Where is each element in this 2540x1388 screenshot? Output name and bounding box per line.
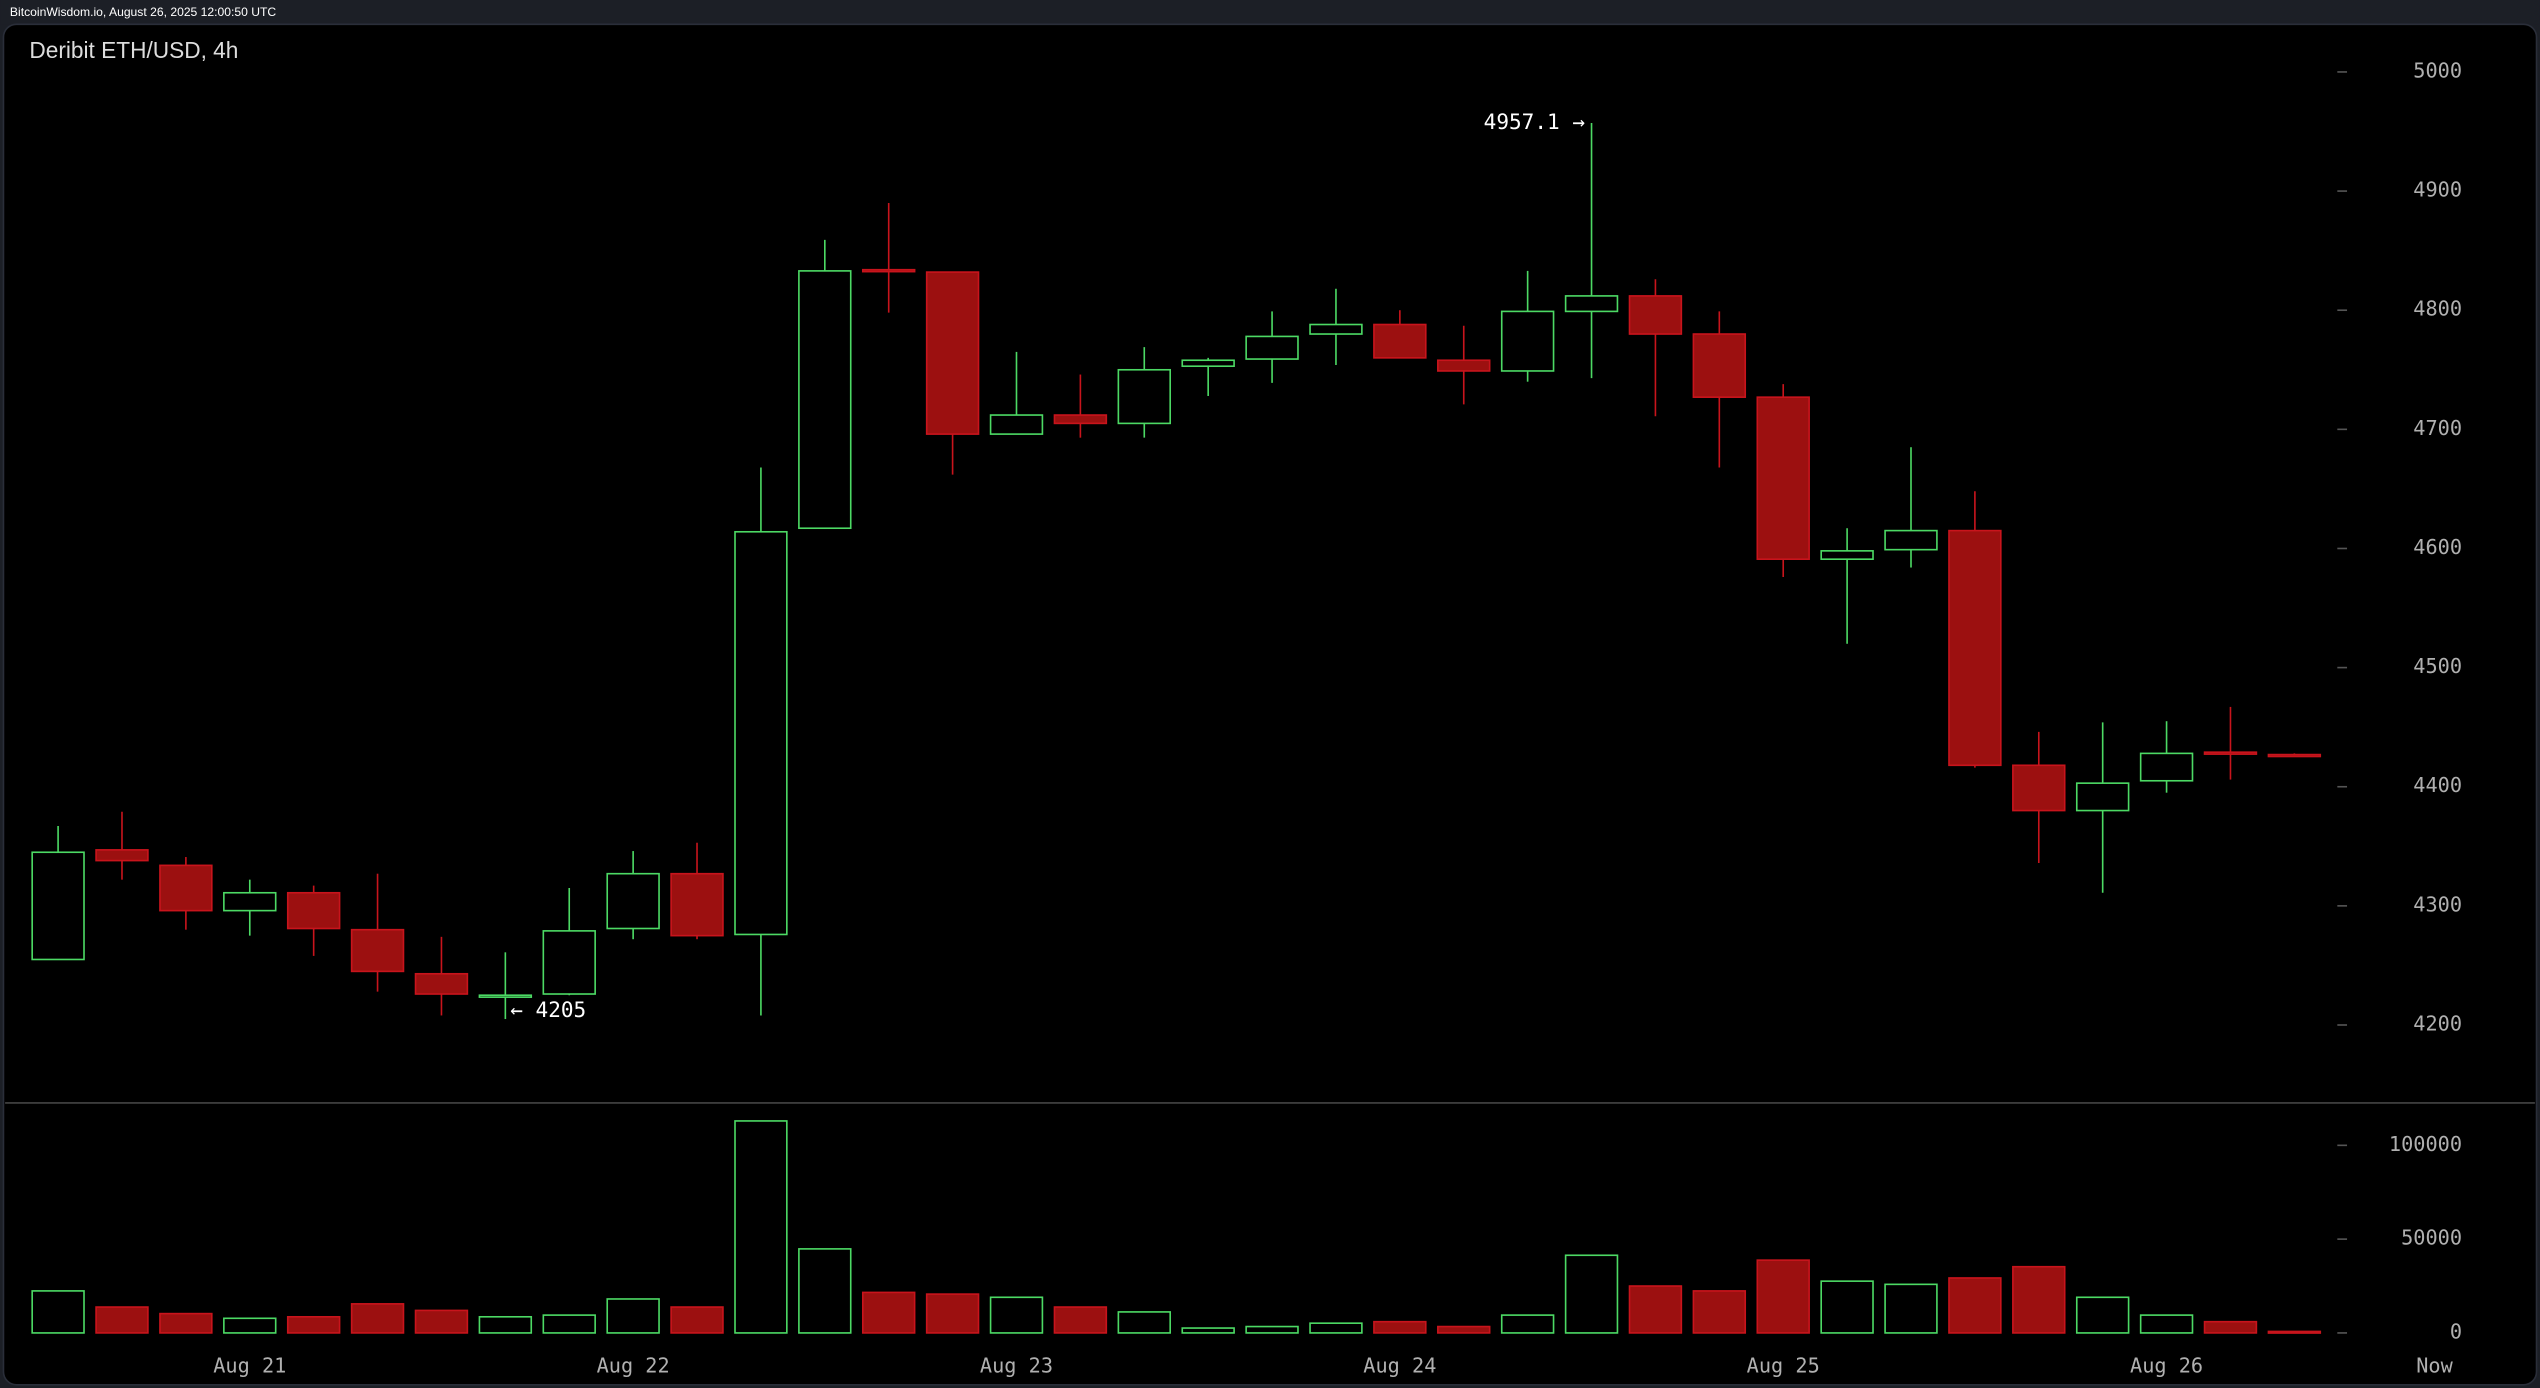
y-tick-label: 4400 (2413, 773, 2462, 797)
candle-body (798, 270, 852, 530)
candle-body (2075, 782, 2130, 812)
annotation: 4957.1 → (1484, 109, 1585, 134)
candle-body (478, 994, 533, 998)
candle-body (1628, 295, 1683, 335)
candle-body (159, 864, 213, 912)
volume-bar (1181, 1327, 1235, 1334)
candle-body (1820, 550, 1874, 561)
volume-bar (1692, 1290, 1747, 1334)
volume-bar (31, 1290, 85, 1334)
candle-body (350, 928, 405, 973)
volume-bar (542, 1314, 596, 1334)
x-tick-label: Aug 26 (2130, 1353, 2203, 1377)
volume-bar (606, 1298, 660, 1334)
volume-bar (1628, 1285, 1683, 1334)
volume-bar (1500, 1314, 1555, 1334)
volume-bar (159, 1312, 213, 1334)
candle-body (2139, 752, 2194, 782)
candle-body (1053, 414, 1108, 425)
candle-body (1309, 323, 1363, 335)
volume-bar (223, 1317, 277, 1334)
volume-bar (1117, 1311, 1172, 1334)
candle-body (1500, 310, 1555, 372)
annotation: ← 4205 (510, 997, 586, 1022)
volume-bar (1820, 1280, 1874, 1334)
candle-body (1117, 368, 1172, 425)
volume-bar (414, 1309, 469, 1334)
x-tick-label: Aug 21 (213, 1353, 286, 1377)
volume-bar (1437, 1325, 1491, 1334)
x-end-label: Now (2416, 1353, 2453, 1377)
volume-bar (1948, 1277, 2002, 1334)
candle-body (2267, 753, 2322, 758)
y-tick-label: 0 (2450, 1319, 2462, 1343)
candle-body (989, 414, 1044, 435)
y-tick-label: 4900 (2413, 178, 2462, 202)
candle-body (542, 930, 596, 995)
candle-body (1373, 323, 1427, 359)
candle-body (223, 891, 277, 912)
candle-body (1181, 359, 1235, 368)
candle-body (95, 849, 149, 862)
volume-bar (1309, 1322, 1363, 1334)
candle-body (31, 851, 85, 961)
candle-body (1884, 529, 1938, 551)
volume-bar (95, 1306, 149, 1334)
y-tick-label: 4700 (2413, 416, 2462, 440)
header: BitcoinWisdom.io, August 26, 2025 12:00:… (10, 5, 276, 19)
volume-bar (925, 1293, 980, 1334)
volume-bar (1053, 1306, 1108, 1334)
chart-title: Deribit ETH/USD, 4h (29, 37, 238, 63)
volume-bar (1245, 1325, 1299, 1334)
candle-body (2203, 751, 2258, 755)
volume-bar (989, 1296, 1044, 1334)
panel (2, 23, 2538, 1386)
candle-body (286, 891, 341, 930)
volume-bar (286, 1315, 341, 1334)
candle-body (670, 872, 724, 937)
y-tick-label: 5000 (2413, 58, 2462, 82)
volume-bar (2267, 1330, 2322, 1334)
volume-bar (1884, 1283, 1938, 1334)
candle-body (1437, 359, 1491, 372)
volume-bar (2203, 1320, 2258, 1334)
candle-body (414, 972, 469, 995)
volume-bar (734, 1120, 788, 1334)
candle-body (1756, 396, 1810, 561)
y-tick-label: 100000 (2389, 1132, 2462, 1156)
candle-body (1692, 333, 1747, 398)
candle-body (861, 268, 916, 273)
candle-body (606, 872, 660, 930)
volume-bar (2139, 1314, 2194, 1334)
top-bar (0, 0, 2540, 25)
candle-body (1948, 529, 2002, 767)
x-tick-label: Aug 24 (1363, 1353, 1436, 1377)
volume-bar (478, 1315, 533, 1334)
x-tick-label: Aug 25 (1747, 1353, 1820, 1377)
y-tick-label: 4800 (2413, 297, 2462, 321)
candle-body (1564, 295, 1619, 313)
candle-body (1245, 335, 1299, 360)
x-tick-label: Aug 23 (980, 1353, 1053, 1377)
candle-body (925, 271, 980, 435)
volume-bar (350, 1303, 405, 1334)
volume-bar (1373, 1320, 1427, 1334)
x-tick-label: Aug 22 (597, 1353, 670, 1377)
volume-bar (670, 1306, 724, 1334)
candle-body (734, 530, 788, 936)
y-tick-label: 50000 (2401, 1226, 2462, 1250)
volume-bar (861, 1291, 916, 1334)
y-tick-label: 4300 (2413, 892, 2462, 916)
volume-bar (1564, 1254, 1619, 1334)
y-tick-label: 4600 (2413, 535, 2462, 559)
candle-body (2012, 764, 2066, 812)
volume-bar (798, 1248, 852, 1334)
volume-bar (2012, 1265, 2066, 1334)
y-tick-label: 4200 (2413, 1011, 2462, 1035)
y-tick-label: 4500 (2413, 654, 2462, 678)
volume-bar (2075, 1296, 2130, 1334)
volume-bar (1756, 1259, 1810, 1334)
